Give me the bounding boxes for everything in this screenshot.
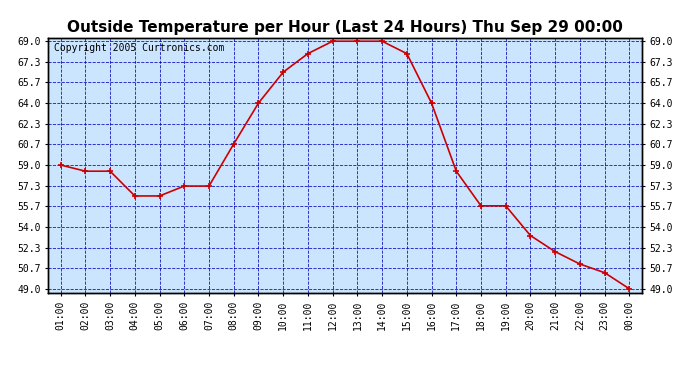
Text: Copyright 2005 Curtronics.com: Copyright 2005 Curtronics.com	[55, 43, 225, 52]
Title: Outside Temperature per Hour (Last 24 Hours) Thu Sep 29 00:00: Outside Temperature per Hour (Last 24 Ho…	[67, 20, 623, 35]
